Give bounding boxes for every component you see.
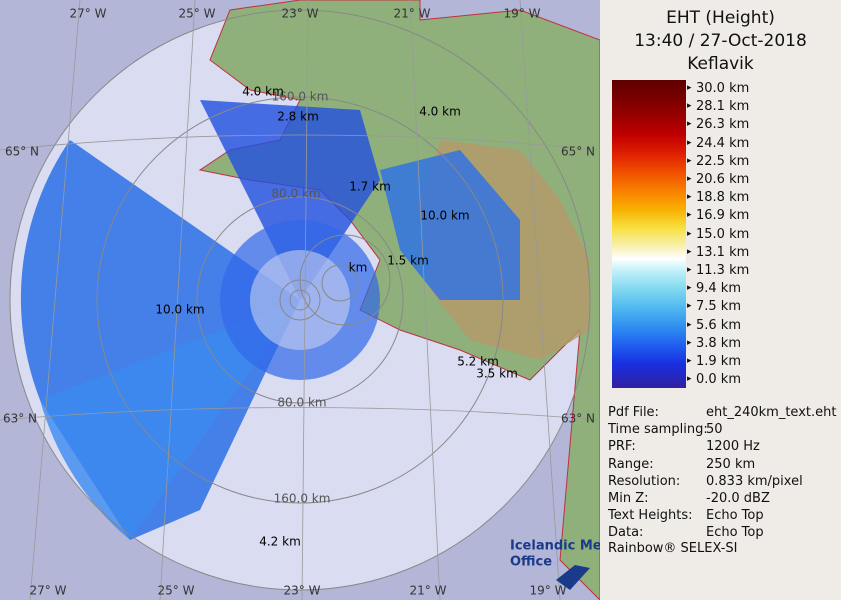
range-label: 80.0 km (277, 396, 326, 410)
legend-label: 26.3 km (687, 117, 749, 132)
height-label: 4.0 km (242, 85, 284, 99)
info-key: Pdf File: (608, 405, 659, 420)
info-value: 250 km (706, 456, 756, 472)
height-label: 3.5 km (476, 367, 518, 381)
legend-label: 3.8 km (687, 336, 741, 351)
grid-label: 65° N (561, 145, 595, 159)
grid-label: 27° W (70, 7, 107, 21)
side-panel: EHT (Height) 13:40 / 27-Oct-2018 Keflavi… (600, 0, 841, 600)
range-label: 160.0 km (274, 492, 331, 506)
legend-label: 5.6 km (687, 318, 741, 333)
color-bar (612, 80, 686, 388)
height-label: 4.0 km (419, 105, 461, 119)
info-key: Resolution: (608, 473, 681, 489)
grid-label: 63° N (3, 412, 37, 426)
info-key: Text Heights: (608, 508, 693, 524)
legend-label: 9.4 km (687, 281, 741, 296)
height-label: 1.7 km (349, 180, 391, 194)
echo-southwest (40, 300, 300, 540)
height-label: 5.2 km (457, 355, 499, 369)
info-value: -20.0 dBZ (706, 491, 770, 506)
legend-label: 0.0 km (687, 372, 741, 387)
grid-label: 63° N (561, 412, 595, 426)
info-value: 50 (706, 422, 723, 438)
grid-label: 65° N (5, 145, 39, 159)
legend-label: 11.3 km (687, 263, 749, 278)
logo-text: Office (510, 555, 552, 570)
grid-label: 27° W (30, 584, 67, 598)
range-label: 160.0 km (272, 90, 329, 104)
radar-map: 27° W 25° W 23° W 21° W 19° W 27° W 25° W 23° W… (0, 0, 600, 600)
info-value: Echo Top (706, 508, 764, 524)
echo-center-clear (250, 250, 350, 350)
legend-label: 30.0 km (687, 81, 749, 96)
grid-label: 21° W (394, 7, 431, 21)
grid-label: 25° W (158, 584, 195, 598)
legend-label: 20.6 km (687, 172, 749, 187)
logo-text: Icelandic Met (510, 539, 600, 554)
info-value: 0.833 km/pixel (706, 473, 803, 489)
height-label: 2.8 km (277, 110, 319, 124)
legend-label: 7.5 km (687, 299, 741, 314)
info-value: Echo Top (706, 525, 764, 541)
logo-mark (556, 565, 590, 590)
echo-north (200, 100, 380, 300)
title: Keflavik (687, 54, 754, 74)
legend-label: 15.0 km (687, 227, 749, 242)
height-label: 10.0 km (420, 209, 469, 223)
info-key: Range: (608, 456, 654, 472)
title: 13:40 / 27-Oct-2018 (634, 31, 807, 51)
info-key: Min Z: (608, 491, 649, 506)
height-label: 10.0 km (155, 303, 204, 317)
info-value: eht_240km_text.eht (706, 405, 837, 420)
grid-label: 19° W (530, 584, 567, 598)
legend-label: 16.9 km (687, 208, 749, 223)
legend-label: 18.8 km (687, 190, 749, 205)
legend-label: 28.1 km (687, 99, 749, 114)
grid-label: 21° W (410, 584, 447, 598)
range-rings (9, 9, 591, 591)
info-key: PRF: (608, 439, 636, 455)
grid-label: 19° W (504, 7, 541, 21)
height-label: km (349, 261, 368, 275)
footer: Rainbow® SELEX-SI (608, 541, 738, 556)
height-label: 1.5 km (387, 254, 429, 268)
info-key: Time sampling: (608, 422, 708, 438)
grid-label: 23° W (282, 7, 319, 21)
grid-label: 25° W (179, 7, 216, 21)
grid-label: 23° W (284, 584, 321, 598)
graticule (0, 0, 600, 600)
range-label: 80.0 km (271, 187, 320, 201)
legend-label: 13.1 km (687, 245, 749, 260)
height-label: 4.2 km (259, 535, 301, 549)
title: EHT (Height) (666, 8, 775, 28)
legend-label: 1.9 km (687, 354, 741, 369)
info-value: 1200 Hz (706, 439, 760, 455)
legend-label: 24.4 km (687, 136, 749, 151)
echo-east (380, 150, 520, 300)
info-key: Data: (608, 525, 644, 541)
legend-label: 22.5 km (687, 154, 749, 169)
